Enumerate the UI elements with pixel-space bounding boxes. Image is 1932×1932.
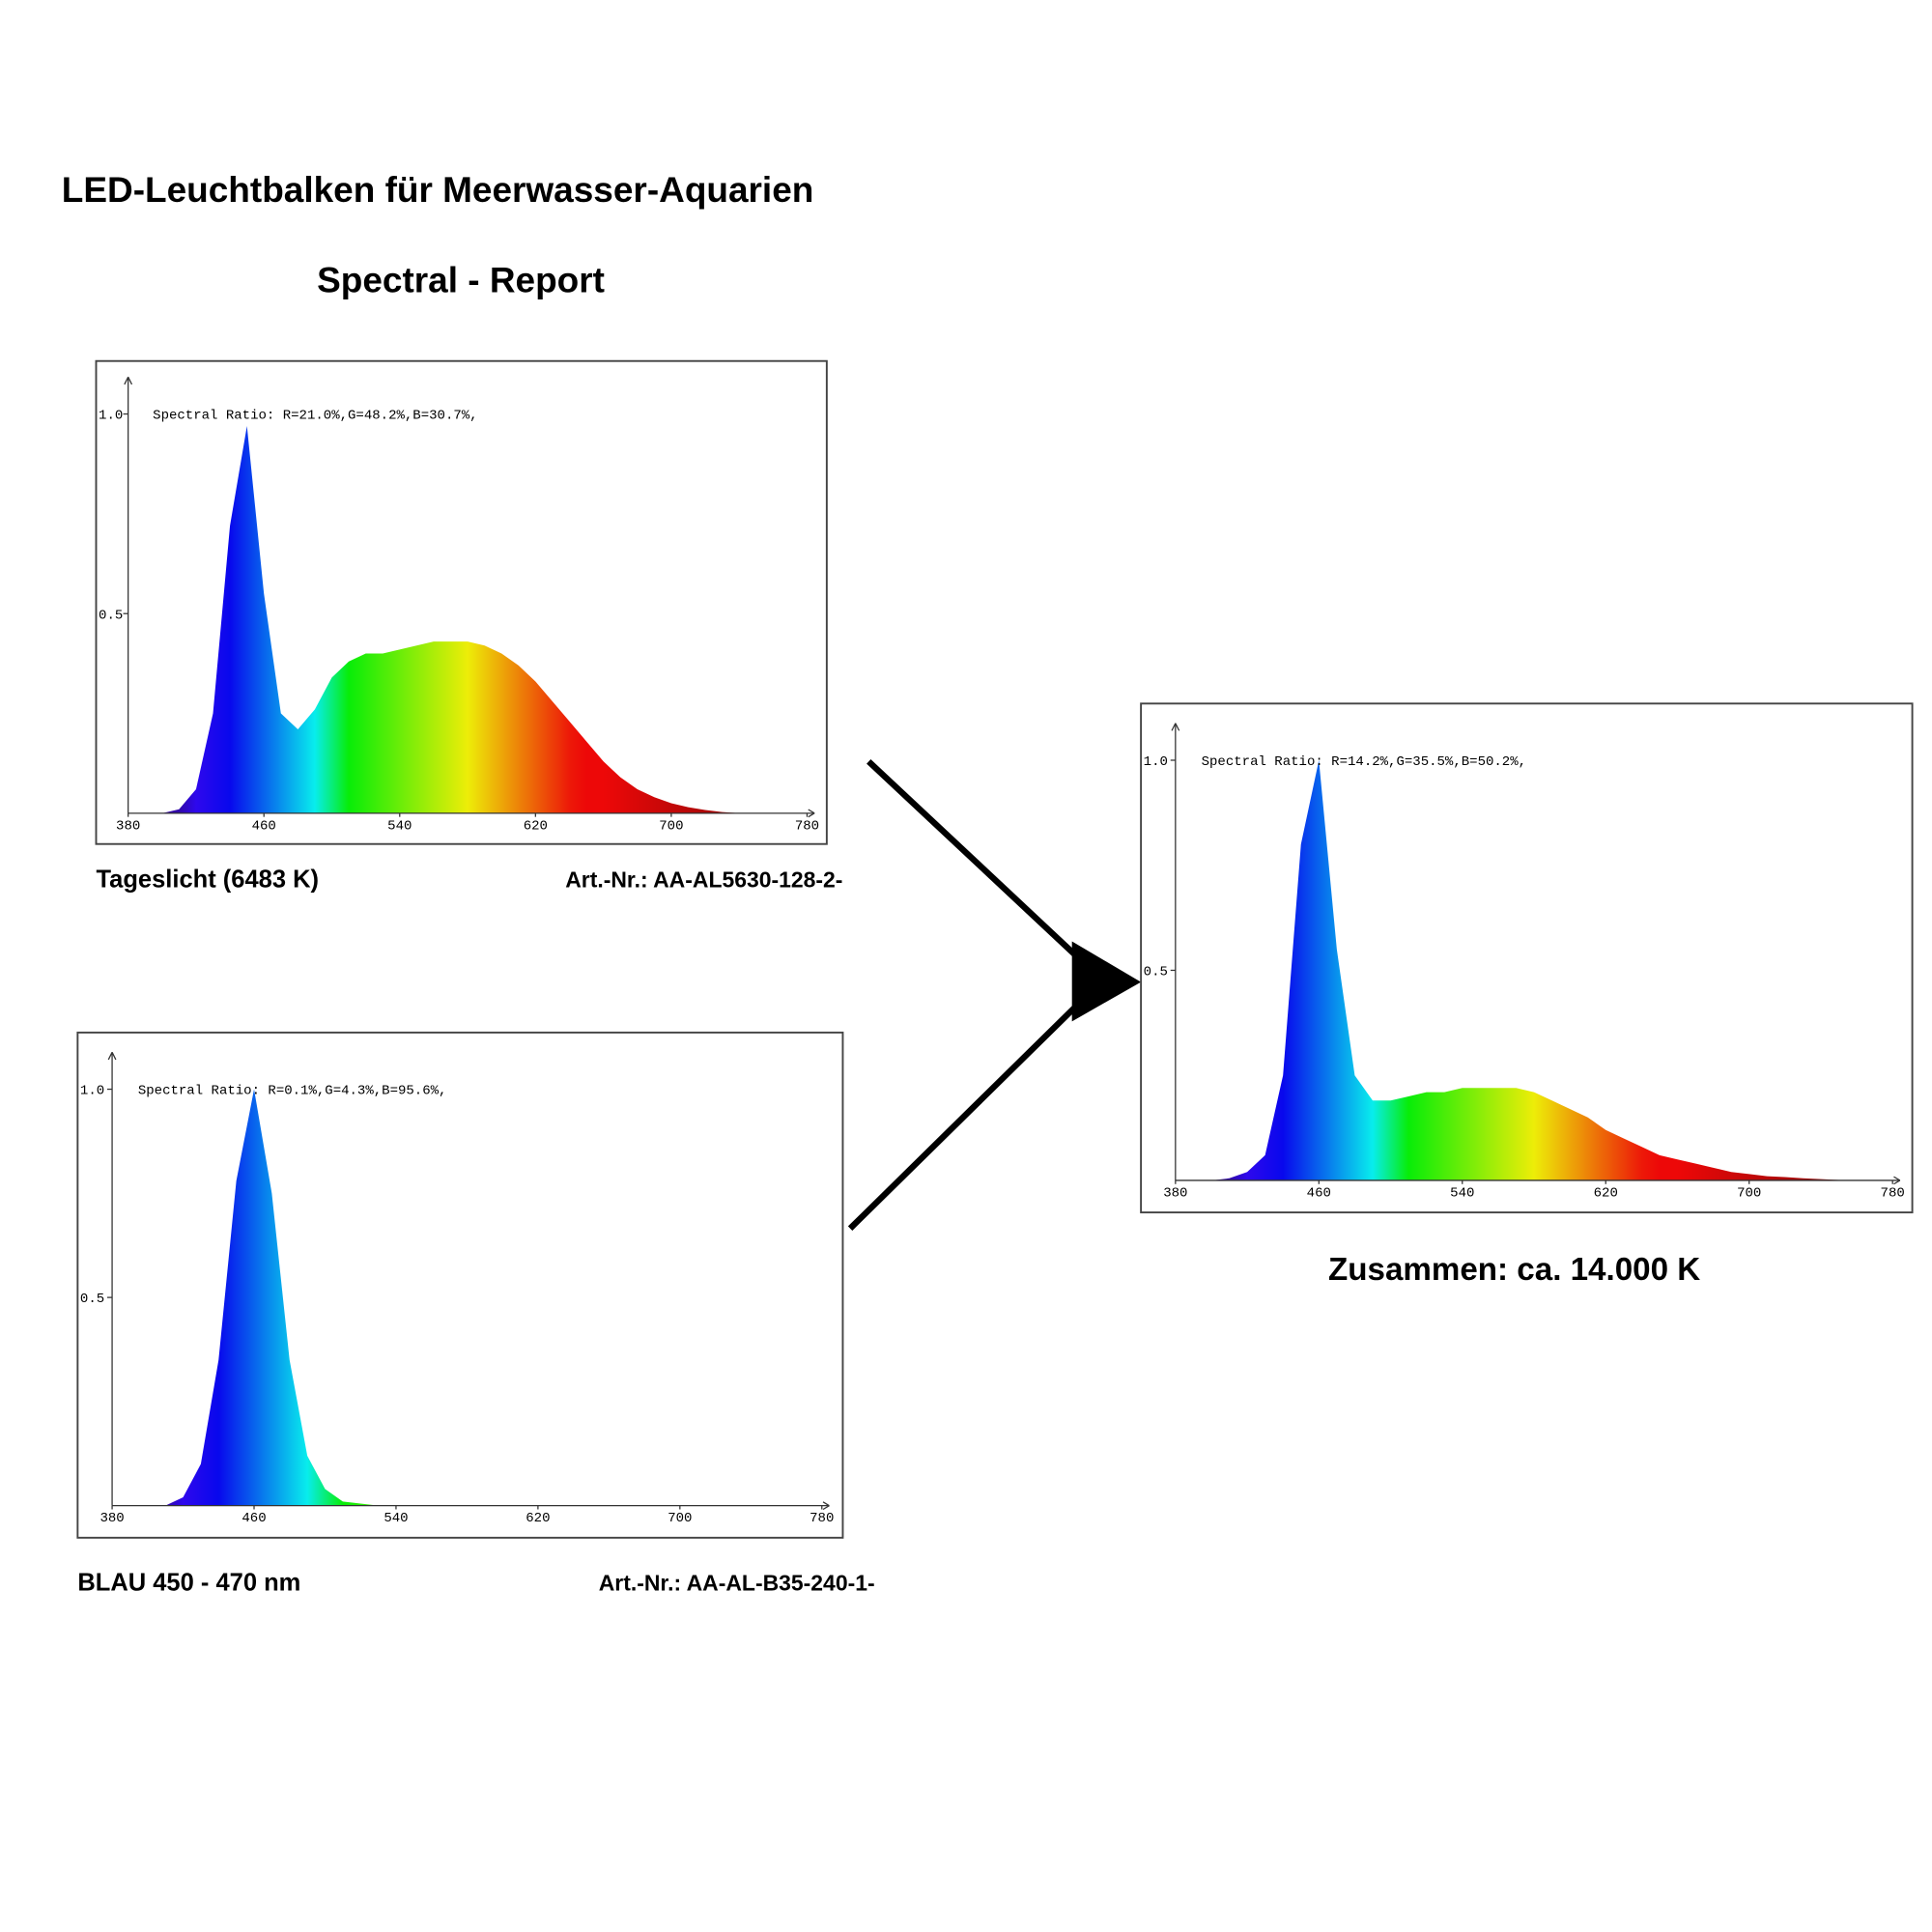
spectrum-chart: 380 460 540 620 700 780 0.5 1.0 Spectral Ratio: … [1140,702,1914,1288]
x-axis-arrow [808,809,815,818]
spectral-ratio: Spectral Ratio: R=14.2%,G=35.5%,B=50.2%, [1202,754,1526,770]
x-tick-label: 780 [810,1511,834,1526]
x-tick-label: 780 [795,818,819,834]
y-tick-label: 1.0 [1144,754,1168,770]
merge-arrow [847,758,1142,1231]
x-tick-label: 620 [526,1511,550,1526]
arrow-line [867,758,1085,964]
x-tick-label: 460 [1307,1186,1331,1202]
spectral-ratio: Spectral Ratio: R=0.1%,G=4.3%,B=95.6%, [138,1084,447,1099]
page-title: LED-Leuchtbalken für Meerwasser-Aquarien [62,170,814,210]
x-tick-label: 380 [116,818,140,834]
y-axis-arrow [1171,723,1180,731]
y-tick-label: 0.5 [80,1292,104,1307]
arrow-head [1071,941,1142,1022]
chart-caption: Tageslicht (6483 K) [96,866,319,893]
arrow-line [847,998,1085,1231]
y-axis-arrow [107,1052,117,1061]
y-tick-label: 0.5 [99,608,123,623]
x-tick-label: 700 [668,1511,692,1526]
x-tick-label: 540 [384,1511,408,1526]
article-number: Art.-Nr.: AA-AL-B35-240-1- [599,1571,875,1596]
x-axis-arrow [822,1501,830,1511]
x-tick-label: 620 [524,818,548,834]
y-tick-label: 0.5 [1144,965,1168,980]
chart-caption: BLAU 450 - 470 nm [77,1570,300,1597]
x-tick-label: 380 [1163,1186,1187,1202]
x-axis-arrow [1893,1176,1901,1185]
chart-frame [76,1031,844,1539]
x-tick-label: 460 [242,1511,266,1526]
y-tick-label: 1.0 [80,1084,104,1099]
x-tick-label: 700 [659,818,683,834]
x-tick-label: 380 [99,1511,124,1526]
y-tick-label: 1.0 [99,409,123,424]
x-tick-label: 620 [1594,1186,1618,1202]
x-tick-label: 540 [387,818,412,834]
spectral-ratio: Spectral Ratio: R=21.0%,G=48.2%,B=30.7%, [153,409,477,424]
x-tick-label: 460 [252,818,276,834]
spectrum-area [112,1089,822,1506]
spectrum-chart: 380 460 540 620 700 780 0.5 1.0 Spectral Ratio: … [76,1031,875,1597]
x-tick-label: 540 [1450,1186,1474,1202]
chart-caption: Zusammen: ca. 14.000 K [1328,1252,1700,1288]
x-tick-label: 700 [1737,1186,1761,1202]
x-tick-label: 780 [1881,1186,1905,1202]
article-number: Art.-Nr.: AA-AL5630-128-2- [565,867,842,892]
page-subtitle: Spectral - Report [317,260,605,299]
spectrum-area [128,425,808,813]
y-axis-arrow [124,377,133,385]
spectrum-chart: 380 460 540 620 700 780 0.5 1.0 Spectral Ratio: … [95,359,842,893]
